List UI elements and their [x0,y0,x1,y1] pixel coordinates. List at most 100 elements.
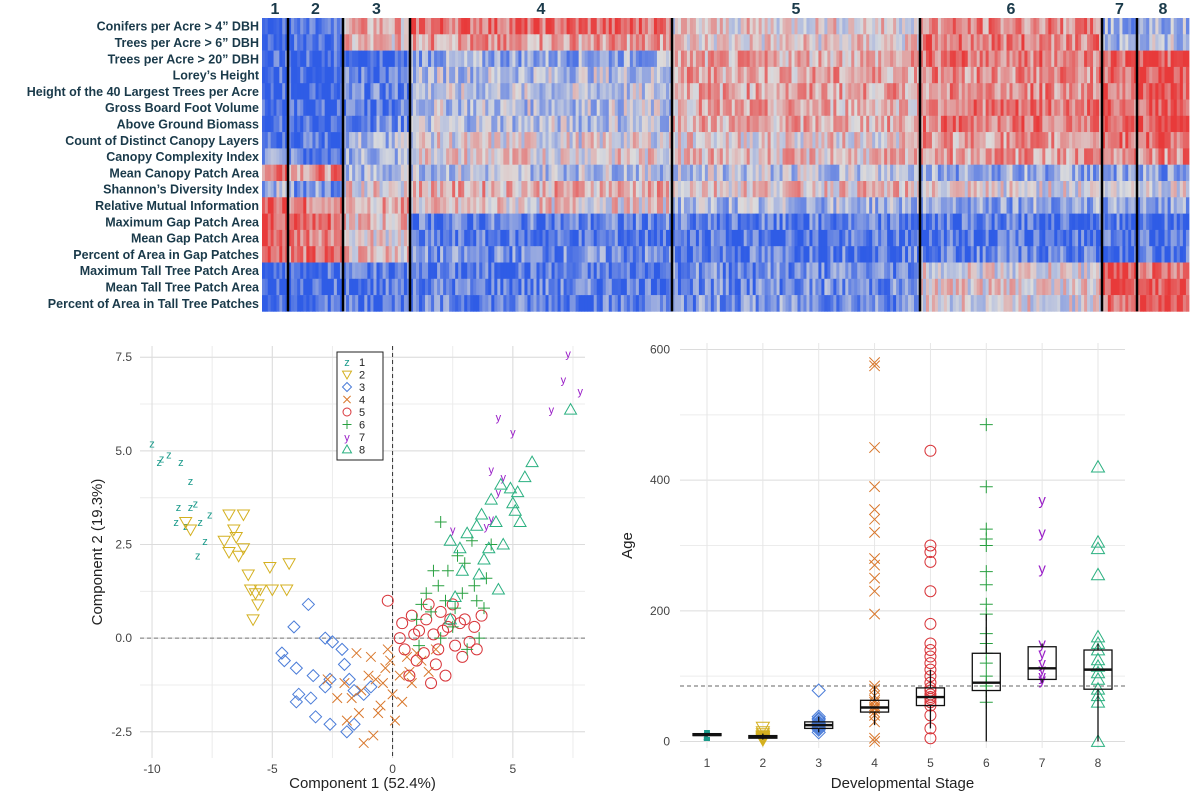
heatmap-cell [300,229,304,247]
heatmap-cell [593,278,598,296]
heatmap-cell [988,148,992,165]
heatmap-cell [1039,246,1043,263]
heatmap-cell [794,213,798,231]
heatmap-cell [605,83,610,100]
heatmap-cell [1054,50,1058,68]
heatmap-cell [602,278,607,296]
heatmap-cell [740,148,745,165]
heatmap-cell [782,66,786,84]
heatmap-cell [976,18,981,35]
heatmap-cell [406,18,411,35]
heatmap-cell [422,18,426,35]
heatmap-cell [262,50,266,68]
heatmap-cell [282,197,286,214]
heatmap-cell [943,213,948,231]
heatmap-cell [581,246,586,263]
heatmap-cell [964,181,969,198]
heatmap-cell [928,197,933,214]
heatmap-cell [608,115,613,133]
heatmap-cell [695,246,700,263]
heatmap-cell [833,246,837,263]
heatmap-cell [806,34,810,51]
heatmap-cell [1078,278,1082,296]
heatmap-cell [566,132,571,149]
heatmap-cell [875,50,879,68]
heatmap-cell [509,18,513,35]
heatmap-cell [602,50,607,68]
heatmap-cell [611,229,616,247]
heatmap-cell [1015,164,1019,182]
heatmap-cell [764,295,769,312]
heatmap-cell [587,99,592,117]
heatmap-cell [845,83,849,100]
heatmap-cell [1096,197,1100,214]
heatmap-cell [710,34,715,51]
heatmap-cell [575,99,580,117]
heatmap-cell [940,99,945,117]
heatmap-cell [1099,132,1103,149]
heatmap-cell [902,66,906,84]
heatmap-cell [827,229,831,247]
heatmap-cell [866,50,870,68]
heatmap-cell [557,246,561,263]
heatmap-cell [330,213,335,231]
heatmap-cell [373,295,377,312]
heatmap-cell [324,181,329,198]
heatmap-cell [629,278,634,296]
heatmap-cell [1051,148,1055,165]
heatmap-cell [306,34,310,51]
heatmap-cell [324,246,329,263]
heatmap-cell [653,83,658,100]
heatmap-cell [476,99,480,117]
heatmap-cell [674,148,679,165]
heatmap-cell [509,148,513,165]
heatmap-cell [288,99,292,117]
heatmap-cell [373,115,377,133]
heatmap-cell [704,278,709,296]
heatmap-cell [488,262,492,280]
heatmap-cell [833,262,837,280]
heatmap-cell [527,262,531,280]
heatmap-cell [629,132,634,149]
heatmap-cell [833,34,837,51]
heatmap-cell [719,246,724,263]
heatmap-cell [776,115,780,133]
heatmap-cell [1036,262,1040,280]
heatmap-cell [300,83,304,100]
heatmap-cell [593,262,598,280]
heatmap-cell [327,246,332,263]
heatmap-cell [641,262,646,280]
heatmap-cell [434,295,438,312]
heatmap-cell [878,246,882,263]
heatmap-cell [397,295,402,312]
heatmap-cell [803,278,807,296]
heatmap-cell [539,34,543,51]
heatmap-cell [869,115,873,133]
heatmap-cell [279,278,283,296]
heatmap-cell [650,295,655,312]
heatmap-cell [770,66,774,84]
heatmap-cell [734,229,739,247]
heatmap-cell [788,132,792,149]
heatmap-cell [373,148,377,165]
heatmap-cell [491,278,495,296]
heatmap-cell [300,246,304,263]
heatmap-cell [530,246,534,263]
heatmap-cell [931,115,936,133]
heatmap-cell [635,83,640,100]
heatmap-cell [596,181,601,198]
heatmap-cell [626,115,631,133]
heatmap-cell [309,262,313,280]
heatmap-cell [785,181,789,198]
heatmap-cell [665,132,670,149]
heatmap-cell [1027,262,1031,280]
heatmap-cell [620,229,625,247]
heatmap-cell [494,262,498,280]
heatmap-cell [575,295,580,312]
heatmap-cell [548,132,552,149]
heatmap-cell [590,34,595,51]
heatmap-cell [818,83,822,100]
heatmap-cell [455,278,459,296]
heatmap-cell [1072,164,1076,182]
heatmap-cell [330,18,335,35]
